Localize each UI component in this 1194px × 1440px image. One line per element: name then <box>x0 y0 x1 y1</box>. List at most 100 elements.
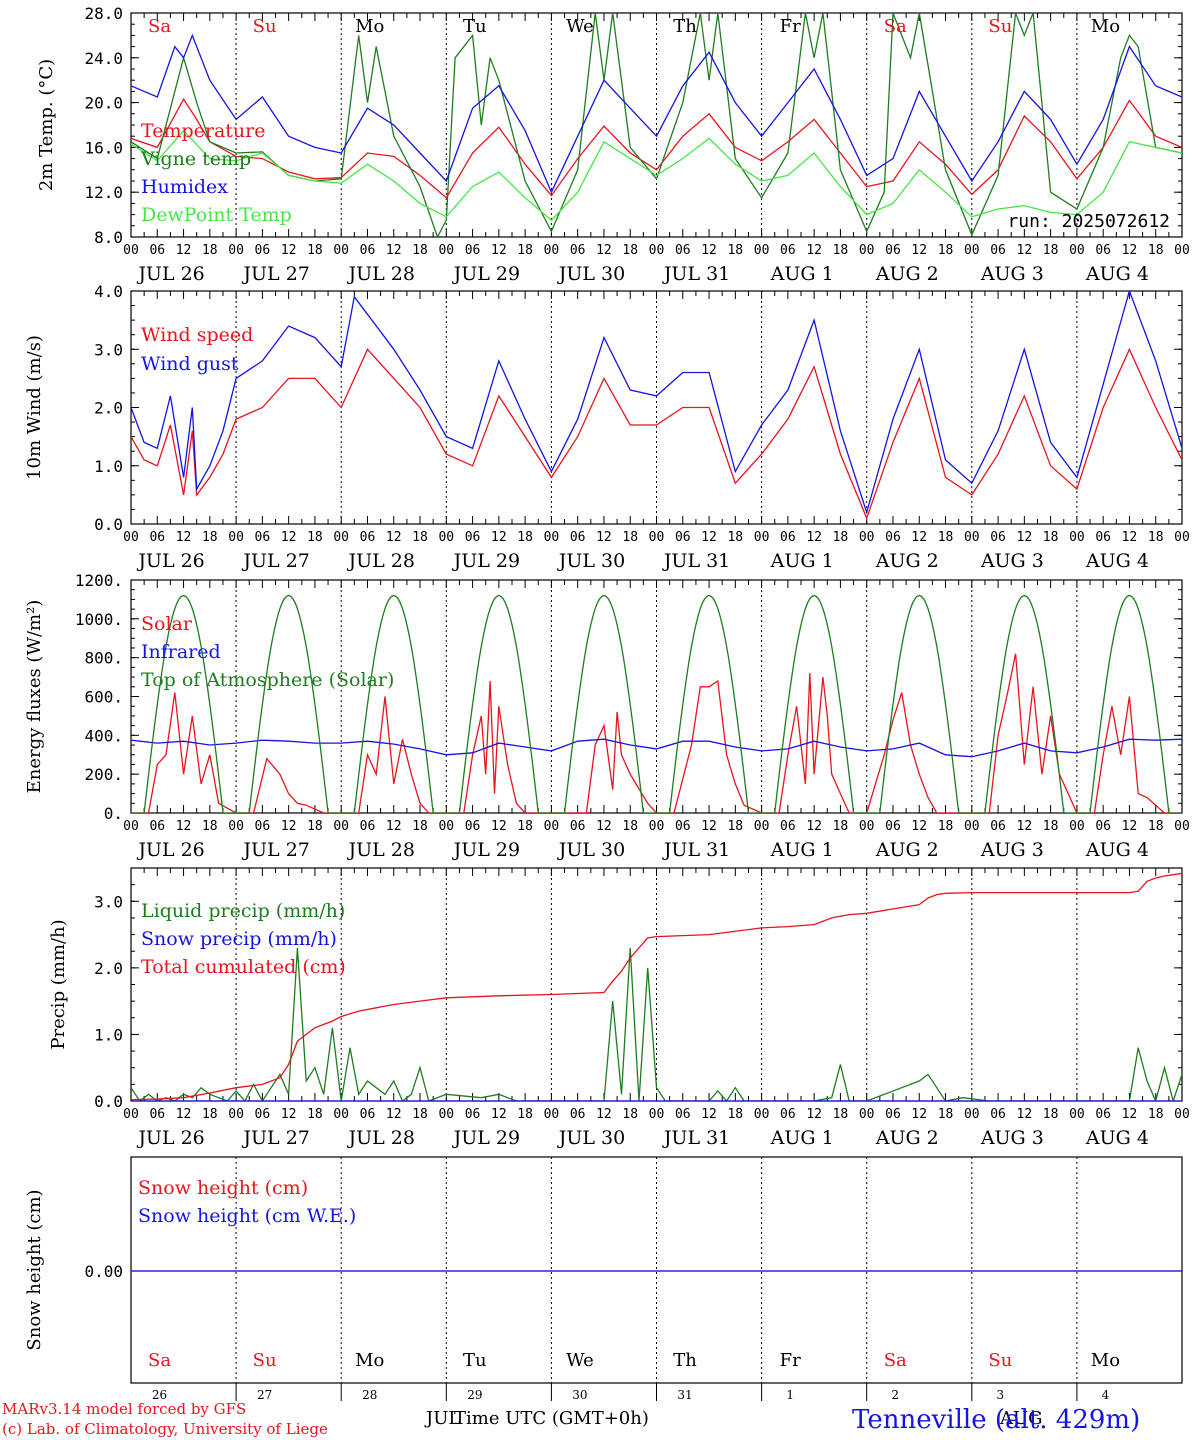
hour-label: 18 <box>833 530 849 545</box>
legend-entry: Vigne temp <box>140 148 251 170</box>
day-label: JUL 29 <box>452 1127 520 1149</box>
hour-label: 00 <box>649 1107 665 1122</box>
hour-label: 18 <box>727 819 743 834</box>
hour-label: 12 <box>1017 243 1033 258</box>
hour-label: 00 <box>333 819 349 834</box>
hour-label: 00 <box>438 243 454 258</box>
y-tick-label: 600. <box>84 688 123 707</box>
day-label: JUL 31 <box>662 1127 730 1149</box>
hour-label: 12 <box>491 819 507 834</box>
day-label: AUG 4 <box>1085 839 1149 861</box>
day-number: 1 <box>786 1388 794 1402</box>
weekday-label: Mo <box>1091 1350 1120 1371</box>
hour-label: 00 <box>964 243 980 258</box>
hour-label: 06 <box>465 819 481 834</box>
hour-label: 00 <box>123 1107 139 1122</box>
series-group <box>131 594 1182 813</box>
hour-label: 12 <box>386 1107 402 1122</box>
hour-label: 12 <box>596 243 612 258</box>
hour-label: 06 <box>675 243 691 258</box>
legend-entry: Snow height (cm) <box>138 1177 308 1199</box>
hour-label: 18 <box>833 243 849 258</box>
panel-temp: 00 06 12 18 00 06 12 18 00 06 12 18 00 06 12 18 00 06 12 18… <box>36 4 1190 285</box>
series-line-temp-3 <box>131 129 1182 222</box>
hour-label: 12 <box>491 530 507 545</box>
day-label: JUL 29 <box>452 839 520 861</box>
y-tick-label: 3.0 <box>94 340 123 359</box>
weekday-label: Fr <box>780 16 801 37</box>
footer-model: MARv3.14 model forced by GFS <box>2 1400 246 1418</box>
hour-label: 18 <box>202 243 218 258</box>
day-number: 3 <box>997 1388 1005 1402</box>
weekday-label: Th <box>673 1350 697 1371</box>
hour-label: 18 <box>517 1107 533 1122</box>
hour-label: 06 <box>990 819 1006 834</box>
hour-label: 00 <box>228 530 244 545</box>
day-label: JUL 29 <box>452 550 520 572</box>
hour-label: 18 <box>412 819 428 834</box>
hour-label: 06 <box>570 819 586 834</box>
hour-label: 12 <box>596 819 612 834</box>
hour-label: 00 <box>964 1107 980 1122</box>
day-number: 31 <box>677 1388 692 1402</box>
hour-label: 18 <box>727 530 743 545</box>
hour-label: 12 <box>176 243 192 258</box>
hour-label: 12 <box>1017 530 1033 545</box>
hour-label: 00 <box>438 1107 454 1122</box>
hour-label: 12 <box>176 530 192 545</box>
hour-label: 06 <box>255 243 271 258</box>
day-number: 2 <box>891 1388 899 1402</box>
series-line-temp-1 <box>131 13 1182 237</box>
hour-label: 00 <box>544 243 560 258</box>
hour-label: 00 <box>333 530 349 545</box>
legend-entry: Wind speed <box>141 324 253 346</box>
hour-label: 18 <box>1043 530 1059 545</box>
day-label: JUL 31 <box>662 839 730 861</box>
hour-label: 06 <box>885 243 901 258</box>
panels: 00 06 12 18 00 06 12 18 00 06 12 18 00 06 12 18 00 06 12 18… <box>24 4 1190 1402</box>
hour-label: 12 <box>1122 819 1138 834</box>
hour-label: 06 <box>1095 1107 1111 1122</box>
hour-label: 00 <box>123 530 139 545</box>
series-line-wind-0 <box>131 347 1182 521</box>
hour-label: 06 <box>675 819 691 834</box>
hour-label: 18 <box>1148 819 1164 834</box>
panel-snow: 0.00 Snow height (cm) Snow height (cm) Snow… <box>24 1156 1183 1402</box>
y-tick-label: 800. <box>84 649 123 668</box>
hour-label: 12 <box>596 530 612 545</box>
hour-label: 06 <box>780 243 796 258</box>
day-label: JUL 27 <box>241 839 309 861</box>
y-axis-label: Energy fluxes (W/m²) <box>24 600 45 794</box>
day-label: AUG 3 <box>980 1127 1044 1149</box>
hour-label: 12 <box>701 819 717 834</box>
day-number: 27 <box>257 1388 272 1402</box>
y-tick-label: 0.0 <box>94 515 123 534</box>
hour-label: 00 <box>754 1107 770 1122</box>
legend-entry: Humidex <box>141 176 228 198</box>
hour-label: 18 <box>833 1107 849 1122</box>
hour-label: 06 <box>465 530 481 545</box>
legend-entry: Liquid precip (mm/h) <box>141 900 345 922</box>
legend-entry: Snow precip (mm/h) <box>141 928 337 950</box>
hour-label: 12 <box>281 1107 297 1122</box>
weekday-label: Su <box>988 1350 1012 1371</box>
hour-label: 12 <box>386 243 402 258</box>
weekday-label: Tu <box>463 1350 487 1371</box>
hour-label: 18 <box>622 530 638 545</box>
day-label: AUG 1 <box>770 1127 834 1149</box>
day-label: AUG 1 <box>770 839 834 861</box>
day-number: 29 <box>467 1388 482 1402</box>
hour-label: 06 <box>149 530 165 545</box>
station-name: Tenneville (alt. 429m) <box>852 1405 1140 1435</box>
hour-label: 00 <box>649 243 665 258</box>
day-label: JUL 27 <box>241 1127 309 1149</box>
hour-label: 18 <box>202 1107 218 1122</box>
hour-label: 18 <box>833 819 849 834</box>
hour-label: 12 <box>281 819 297 834</box>
weekday-label: Mo <box>355 1350 384 1371</box>
hour-label: 06 <box>149 243 165 258</box>
hour-label: 06 <box>255 1107 271 1122</box>
day-number: 4 <box>1102 1388 1110 1402</box>
day-label: JUL 28 <box>347 263 415 285</box>
hour-label: 00 <box>228 819 244 834</box>
